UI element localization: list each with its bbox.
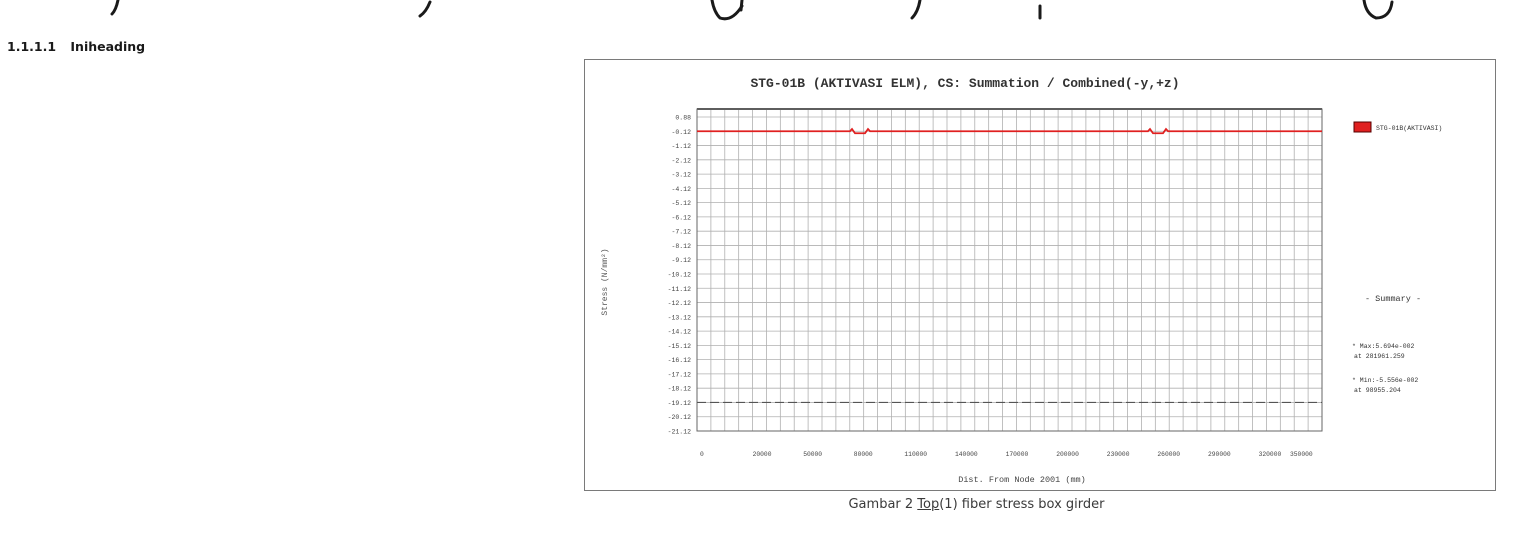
figure-caption: Gambar 2 Top(1) fiber stress box girder [584, 497, 1369, 512]
y-tick-label: -0.12 [671, 129, 691, 136]
section-heading: 1.1.1.1 Iniheading [7, 39, 145, 54]
y-tick-label: -3.12 [671, 172, 691, 179]
y-tick-label: -15.12 [668, 343, 692, 350]
summary-panel: - Summary - * Max:5.694e-002 at 281961.2… [1352, 294, 1421, 394]
x-tick-label: 260000 [1157, 451, 1180, 458]
stress-chart: STG-01B (AKTIVASI ELM), CS: Summation / … [601, 76, 1442, 485]
section-title: Iniheading [70, 39, 146, 54]
x-axis-label: Dist. From Node 2001 (mm) [958, 475, 1086, 485]
caption-link[interactable]: Top [917, 497, 940, 512]
y-tick-label: 0.88 [675, 115, 691, 122]
y-tick-label: -7.12 [671, 229, 691, 236]
summary-min: * Min:-5.556e-002 [1352, 377, 1418, 384]
cropped-text-remnant [0, 0, 1531, 24]
x-tick-label: 200000 [1056, 451, 1079, 458]
y-tick-label: -10.12 [668, 272, 692, 279]
x-tick-label: 350000 [1290, 451, 1313, 458]
caption-prefix: Gambar 2 [848, 497, 918, 512]
y-tick-label: -12.12 [668, 300, 692, 307]
y-tick-label: -11.12 [668, 286, 692, 293]
x-tick-label: 80000 [854, 451, 873, 458]
y-tick-label: -9.12 [671, 257, 691, 264]
x-tick-label: 170000 [1006, 451, 1029, 458]
plot-area: 0.88 -0.12 -1.12 -2.12 -3.12 -4.12 -5.12 -6.12 -… [668, 108, 1323, 458]
series-line [697, 127, 1322, 135]
x-tick-label: 0 [700, 451, 704, 458]
y-tick-label: -14.12 [668, 329, 692, 336]
x-tick-label: 230000 [1107, 451, 1130, 458]
y-tick-label: -1.12 [671, 143, 691, 150]
summary-min-at: at 98955.204 [1354, 387, 1401, 394]
x-tick-label: 50000 [803, 451, 822, 458]
section-number: 1.1.1.1 [7, 39, 57, 54]
y-tick-label: -17.12 [668, 371, 692, 378]
y-tick-label: -19.12 [668, 400, 692, 407]
legend-label: STG-01B(AKTIVASI) [1376, 125, 1442, 132]
y-tick-label: -13.12 [668, 314, 692, 321]
x-tick-label: 20000 [753, 451, 772, 458]
summary-max: * Max:5.694e-002 [1352, 343, 1415, 350]
x-tick-label: 320000 [1259, 451, 1282, 458]
chart-title: STG-01B (AKTIVASI ELM), CS: Summation / … [750, 76, 1179, 91]
plot-border [696, 108, 1323, 432]
y-tick-label: -6.12 [671, 214, 691, 221]
y-tick-label: -2.12 [671, 157, 691, 164]
chart-figure: STG-01B (AKTIVASI ELM), CS: Summation / … [584, 59, 1496, 491]
y-tick-label: -18.12 [668, 386, 692, 393]
y-axis-label: Stress (N/mm²) [601, 248, 610, 315]
y-tick-label: -5.12 [671, 200, 691, 207]
caption-suffix: (1) fiber stress box girder [939, 497, 1105, 512]
summary-title: - Summary - [1365, 294, 1421, 304]
summary-max-at: at 281961.259 [1354, 353, 1405, 360]
y-tick-label: -4.12 [671, 186, 691, 193]
y-tick-label: -8.12 [671, 243, 691, 250]
y-tick-label: -16.12 [668, 357, 692, 364]
legend: STG-01B(AKTIVASI) [1353, 121, 1442, 133]
legend-swatch [1353, 121, 1372, 133]
x-tick-label: 290000 [1208, 451, 1231, 458]
x-tick-label: 140000 [955, 451, 978, 458]
x-tick-label: 110000 [904, 451, 927, 458]
y-tick-label: -21.12 [668, 429, 692, 436]
y-tick-label: -20.12 [668, 414, 692, 421]
